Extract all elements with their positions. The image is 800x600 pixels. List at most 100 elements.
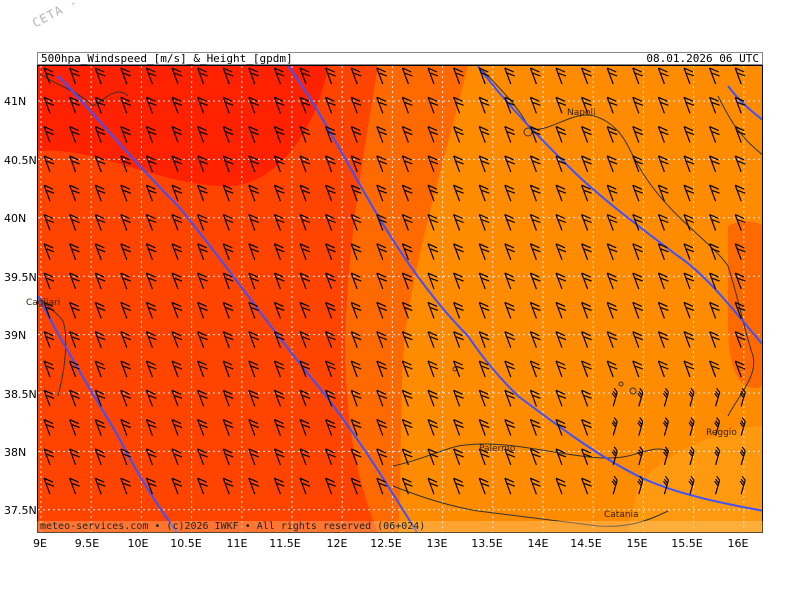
wind-barb-icon: [709, 272, 720, 290]
wind-barb-icon: [427, 243, 439, 261]
wind-barb-icon: [734, 272, 746, 290]
wind-barb-icon: [171, 477, 183, 495]
wind-barb-icon: [171, 448, 183, 466]
wind-barb-icon: [248, 213, 260, 231]
wind-barb-icon: [248, 96, 260, 114]
wind-barb-icon: [222, 389, 234, 407]
wind-barb-icon: [529, 96, 541, 114]
wind-barb-icon: [657, 155, 669, 173]
wind-barb-icon: [453, 96, 464, 114]
wind-barb-icon: [248, 184, 260, 202]
wind-barb-icon: [43, 477, 55, 495]
wind-barb-icon: [734, 155, 746, 173]
wind-barb-icon: [529, 477, 541, 495]
lon-label-16: 16E: [727, 537, 749, 550]
wind-barb-icon: [401, 331, 413, 348]
wind-barb-icon: [145, 448, 157, 466]
wind-barb-icon: [453, 213, 464, 231]
wind-barb-icon: [529, 272, 541, 290]
wind-barb-icon: [683, 243, 695, 261]
wind-barb-icon: [606, 331, 618, 348]
wind-barb-icon: [401, 272, 413, 290]
wind-barb-icon: [222, 448, 234, 466]
wind-barb-icon: [350, 389, 362, 407]
lon-label-10: 10E: [127, 537, 149, 550]
wind-barb-icon: [581, 96, 592, 114]
wind-barb-icon: [453, 389, 464, 407]
wind-barb-icon: [43, 155, 55, 173]
wind-barb-icon: [222, 213, 234, 231]
wind-barb-icon: [555, 155, 567, 173]
height-contour-4: [477, 66, 762, 346]
wind-barb-icon: [120, 419, 132, 436]
wind-barb-icon: [69, 96, 80, 114]
height-contours: [38, 66, 762, 532]
wind-barb-icon: [376, 213, 388, 231]
wind-barb-icon: [581, 184, 592, 202]
wind-barb-icon: [273, 155, 285, 173]
wind-barb-icon: [376, 477, 388, 495]
wind-barb-icon: [145, 96, 157, 114]
wind-barb-icon: [709, 184, 720, 202]
wind-barb-icon: [197, 360, 208, 378]
wind-barb-icon: [427, 448, 439, 466]
wind-barb-icon: [248, 155, 260, 173]
coastline-italy-east: [717, 95, 762, 156]
wind-barb-icon: [453, 155, 464, 173]
wind-barb-icon: [222, 96, 234, 114]
wind-barb-icon: [632, 67, 644, 85]
wind-barb-icon: [376, 331, 388, 348]
wind-barb-icon: [325, 389, 336, 407]
wind-barb-icon: [555, 301, 567, 319]
wind-barb-icon: [248, 126, 260, 143]
wind-barb-icon: [145, 301, 157, 319]
lon-label-13: 13E: [426, 537, 448, 550]
wind-barb-icon: [504, 448, 516, 466]
lat-label-37-5: 37.5N: [4, 504, 37, 517]
wind-barb-icon: [299, 96, 311, 114]
wind-barb-icon: [427, 360, 439, 378]
wind-barb-icon: [376, 360, 388, 378]
wind-barb-icon: [427, 301, 439, 319]
wind-barb-icon: [632, 331, 644, 348]
wind-barb-icon: [529, 155, 541, 173]
wind-barb-icon: [453, 448, 464, 466]
wind-barb-icon: [504, 272, 516, 290]
wind-barb-icon: [734, 96, 746, 114]
wind-barb-icon: [688, 475, 695, 495]
wind-barb-icon: [197, 301, 208, 319]
wind-barb-icon: [683, 331, 695, 348]
wind-barb-icon: [325, 96, 336, 114]
wind-barb-icon: [529, 67, 541, 85]
wind-barb-icon: [478, 126, 490, 143]
wind-barb-icon: [734, 184, 746, 202]
wind-barb-icon: [637, 387, 644, 407]
wind-barb-icon: [299, 126, 311, 143]
wind-barb-icon: [222, 184, 234, 202]
wind-barb-icon: [427, 272, 439, 290]
wind-barb-icon: [222, 301, 234, 319]
wind-barb-icon: [69, 389, 80, 407]
wind-barb-icon: [197, 184, 208, 202]
wind-barb-icon: [637, 475, 644, 495]
wind-barb-icon: [714, 417, 721, 436]
wind-barb-icon: [606, 301, 618, 319]
wind-barb-icon: [350, 477, 362, 495]
wind-barb-icon: [325, 155, 336, 173]
wind-barb-icon: [197, 155, 208, 173]
wind-barb-icon: [709, 96, 720, 114]
wind-barb-icon: [120, 184, 132, 202]
wind-barb-icon: [427, 184, 439, 202]
wind-barb-icon: [171, 155, 183, 173]
wind-barb-icon: [273, 389, 285, 407]
wind-barb-icon: [376, 155, 388, 173]
wind-barb-icon: [94, 301, 106, 319]
city-label-catania: Catania: [604, 510, 639, 520]
wind-barb-icon: [43, 96, 55, 114]
wind-barb-icon: [43, 272, 55, 290]
wind-barb-icon: [145, 243, 157, 261]
wind-barb-icon: [688, 417, 695, 436]
wind-barb-icon: [299, 67, 311, 85]
island-salina: [618, 381, 624, 387]
wind-barb-icon: [657, 272, 669, 290]
